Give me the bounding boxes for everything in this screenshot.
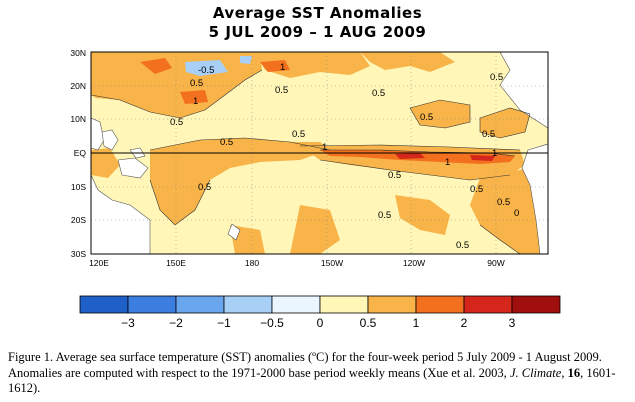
contour-lines: [91, 69, 531, 254]
lat-tick-label: EQ: [74, 148, 87, 158]
contour-label: 0.5: [470, 184, 483, 195]
colorbar-swatch: [367, 295, 417, 314]
contour-label: 0.5: [456, 240, 469, 251]
contour-label: 1: [280, 62, 285, 73]
map-frame: [90, 51, 549, 255]
colorbar-tick-label: 3: [509, 316, 516, 330]
colorbar-tick-label: 1: [413, 316, 420, 330]
lat-tick-label: 20N: [70, 81, 86, 91]
colorbar-swatch: [79, 295, 129, 314]
lon-tick-label: 150E: [166, 258, 186, 268]
anomaly-negative-regions: [185, 56, 252, 76]
caption-text: Figure 1. Average sea surface temperatur…: [8, 350, 602, 380]
anomaly-2-to-3-regions: [395, 153, 495, 161]
latitude-axis: 30N 20N 10N EQ 10S 20S 30S: [70, 48, 86, 259]
chart-title: Average SST Anomalies: [212, 4, 423, 22]
caption-separator: ,: [561, 365, 568, 380]
sst-anomaly-map: -0.5 1 0.5 0.5 1 0.5 0.5 0.5 0.5 0.5 0.5…: [70, 48, 549, 268]
colorbar-swatches: [79, 295, 561, 314]
figure-caption: Figure 1. Average sea surface temperatur…: [8, 350, 633, 397]
colorbar-swatch: [223, 295, 273, 314]
colorbar-swatch: [511, 295, 561, 314]
contour-label: -0.5: [198, 65, 214, 76]
caption-volume: 16: [567, 365, 581, 380]
colorbar-swatch: [463, 295, 513, 314]
contour-label: 0.5: [198, 182, 211, 193]
contour-value-labels: -0.5 1 0.5 0.5 1 0.5 0.5 0.5 0.5 0.5 0.5…: [170, 62, 519, 251]
contour-label: 1: [322, 142, 327, 153]
contour-label: 1: [193, 96, 198, 107]
lat-tick-label: 30N: [70, 48, 86, 58]
colorbar-tick-label: 0.5: [360, 316, 377, 330]
colorbar-swatch: [127, 295, 177, 314]
contour-label: 0.5: [372, 88, 385, 99]
caption-pages: , 1601-1612).: [8, 365, 616, 396]
contour-label: 0.5: [497, 197, 510, 208]
lat-tick-label: 10S: [71, 182, 86, 192]
contour-label: 0.5: [220, 137, 233, 148]
colorbar-tick-label: −1: [217, 316, 231, 330]
colorbar-tick-label: −2: [169, 316, 183, 330]
contour-label: 0.5: [420, 112, 433, 123]
lat-tick-label: 20S: [71, 215, 86, 225]
contour-label: 0.5: [388, 170, 401, 181]
caption-journal: J. Climate: [509, 365, 562, 380]
contour-label: 1: [492, 148, 497, 159]
contour-label: 1: [445, 157, 450, 168]
colorbar-labels: −3 −2 −1 −0.5 0 0.5 1 2 3: [121, 316, 516, 330]
colorbar-swatch: [319, 295, 369, 314]
colorbar-tick-label: 0: [317, 316, 324, 330]
lon-tick-label: 90W: [487, 258, 504, 268]
colorbar-swatch: [271, 295, 321, 314]
lat-tick-label: 10N: [70, 114, 86, 124]
lon-tick-label: 120W: [403, 258, 425, 268]
contour-label: 0.5: [490, 72, 503, 83]
contour-label: 0.5: [378, 210, 391, 221]
longitude-axis: 120E 150E 180 150W 120W 90W: [89, 258, 505, 268]
contour-label: 0.5: [170, 117, 183, 128]
land-masses: [91, 52, 548, 254]
colorbar-swatch: [175, 295, 225, 314]
colorbar-swatch: [415, 295, 465, 314]
contour-label: 0.5: [190, 78, 203, 89]
date-range-subtitle: 5 JUL 2009 – 1 AUG 2009: [208, 23, 427, 41]
contour-label: 0.5: [292, 129, 305, 140]
colorbar-tick-label: −3: [121, 316, 135, 330]
lat-tick-label: 30S: [71, 249, 86, 259]
lon-tick-label: 150W: [321, 258, 343, 268]
colorbar-legend: −3 −2 −1 −0.5 0 0.5 1 2 3: [79, 295, 561, 330]
contour-label: 0.5: [482, 129, 495, 140]
contour-label: 0.5: [275, 85, 288, 96]
colorbar-tick-label: −0.5: [260, 316, 284, 330]
lon-tick-label: 180: [245, 258, 259, 268]
lon-tick-label: 120E: [89, 258, 109, 268]
contour-label: 0: [514, 208, 519, 219]
colorbar-tick-label: 2: [461, 316, 468, 330]
